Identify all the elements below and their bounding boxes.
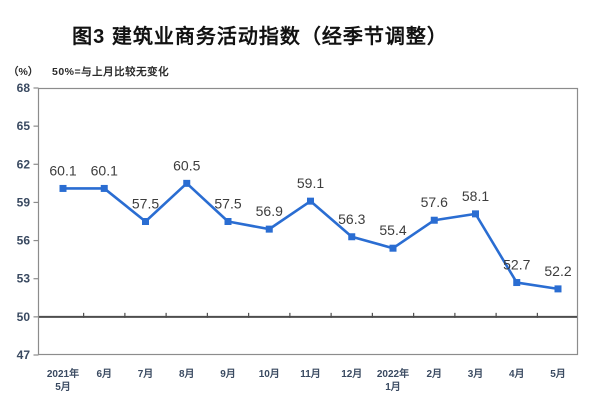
y-axis-tick-label: 68 — [17, 81, 31, 95]
x-axis-tick-label: 6月 — [96, 368, 112, 380]
y-axis-tick-label: 59 — [17, 195, 31, 209]
data-point-label: 55.4 — [379, 222, 406, 238]
data-point-marker — [265, 225, 273, 233]
x-axis-tick-label: 4月 — [509, 368, 525, 380]
x-axis-tick-label: 2022年 — [377, 367, 409, 380]
x-axis-tick-label: 5月 — [55, 381, 71, 393]
data-point-marker — [472, 210, 479, 218]
data-point-marker — [224, 218, 232, 225]
y-axis-tick-label: 53 — [17, 272, 31, 286]
x-axis-tick-label: 2月 — [426, 368, 442, 380]
x-axis-tick-label: 10月 — [259, 368, 280, 380]
data-point-label: 56.3 — [338, 211, 365, 227]
data-point-marker — [142, 218, 149, 225]
data-point-label: 57.5 — [214, 196, 241, 212]
y-axis-tick-label: 47 — [17, 348, 31, 362]
y-axis-tick-label: 50 — [17, 310, 31, 324]
x-axis-tick-label: 2021年 — [47, 367, 79, 380]
data-point-label: 58.1 — [462, 188, 489, 204]
data-point-label: 57.5 — [132, 196, 159, 212]
data-point-label: 57.6 — [421, 194, 448, 210]
data-point-marker — [183, 179, 191, 187]
x-axis-tick-label: 9月 — [220, 368, 236, 380]
x-axis-tick-label: 12月 — [341, 368, 362, 380]
data-point-label: 56.9 — [256, 203, 283, 219]
data-point-marker — [100, 184, 108, 192]
data-point-marker — [389, 244, 397, 252]
x-axis-tick-label: 3月 — [468, 368, 484, 380]
data-point-marker — [59, 184, 67, 192]
plot-border — [37, 87, 579, 356]
data-point-marker — [430, 216, 438, 224]
x-axis-tick-label: 1月 — [385, 381, 401, 393]
y-axis-tick-label: 56 — [17, 234, 31, 248]
data-point-marker — [554, 285, 562, 293]
data-point-label: 60.5 — [173, 157, 200, 173]
x-axis-tick-label: 5月 — [550, 368, 566, 380]
data-point-label: 59.1 — [297, 175, 324, 191]
y-axis-tick-label: 65 — [17, 119, 31, 133]
data-point-label: 60.1 — [91, 162, 118, 178]
y-axis-tick-label: 62 — [17, 157, 31, 171]
x-axis-tick-label: 7月 — [138, 368, 154, 380]
chart-title: 图3 建筑业商务活动指数（经季节调整） — [72, 26, 448, 48]
y-axis-unit-label: （%） — [8, 66, 39, 78]
x-axis-tick-label: 11月 — [300, 368, 321, 380]
data-point-label: 52.2 — [544, 263, 571, 279]
data-point-marker — [307, 197, 314, 205]
x-axis-tick-label: 8月 — [179, 368, 195, 380]
data-point-label: 60.1 — [49, 162, 76, 178]
data-point-label: 52.7 — [503, 257, 530, 273]
data-point-marker — [513, 279, 521, 287]
reference-note: 50%=与上月比较无变化 — [52, 66, 170, 78]
data-point-marker — [348, 233, 356, 241]
